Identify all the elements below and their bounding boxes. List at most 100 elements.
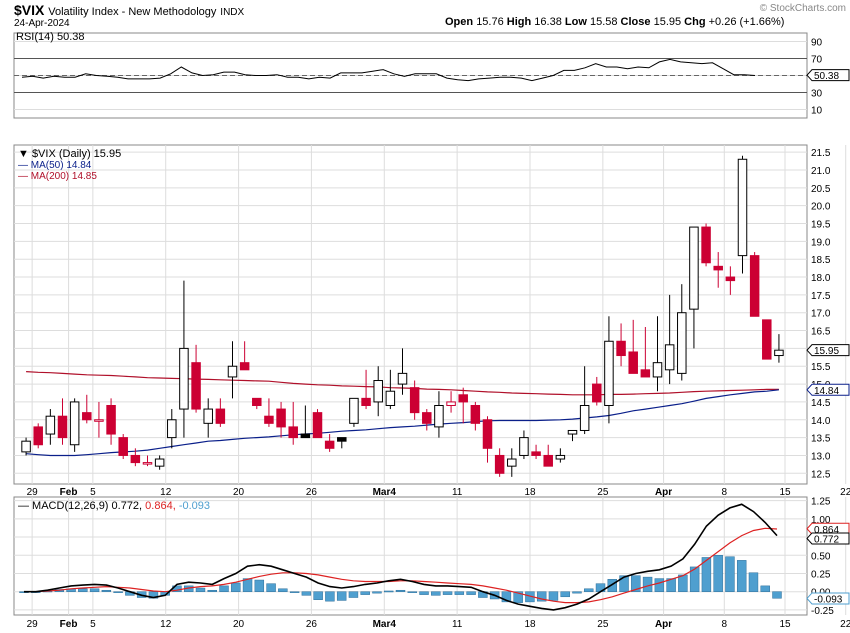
macd-histogram-bar (266, 583, 276, 592)
macd-value-tag-box (806, 532, 850, 545)
macd-x-tick-label: 18 (524, 619, 536, 630)
price-candle (179, 280, 189, 438)
price-candle (628, 319, 638, 374)
macd-histogram-bar (195, 587, 206, 592)
price-candle (312, 409, 323, 439)
rsi-value-tag-box (806, 69, 850, 82)
price-candle (640, 326, 651, 378)
macd-histogram-bar (666, 578, 676, 592)
price-candle (21, 437, 31, 456)
price-candle (227, 341, 238, 399)
candle-body (227, 365, 238, 378)
macd-value-tag: 0.772 (806, 532, 850, 545)
price-candle (130, 448, 141, 467)
candle-body (737, 158, 748, 257)
price-x-tick-label: 29 (27, 487, 39, 498)
candle-body (640, 369, 651, 378)
price-candle (713, 252, 723, 288)
candle-body (531, 451, 541, 456)
macd-histogram-bar (242, 578, 253, 592)
open-value: 15.76 (476, 16, 504, 28)
candle-body (749, 255, 760, 317)
price-candle (737, 155, 748, 274)
candle-body (422, 412, 432, 424)
rsi-value-tag-text: 50.38 (814, 71, 839, 82)
candle-body (434, 404, 444, 428)
candle-body (616, 340, 626, 357)
candle-body (689, 226, 699, 310)
macd-hist-tag: -0.093 (806, 592, 850, 605)
macd-histogram-bar (572, 591, 582, 594)
price-candle (494, 448, 505, 477)
high-value: 16.38 (534, 16, 562, 28)
macd-histogram-bar (536, 591, 547, 602)
candle-body (409, 387, 420, 414)
price-candle (288, 401, 298, 445)
macd-histogram-bar (360, 591, 370, 595)
candle-body (337, 437, 347, 442)
macd-histogram-bar (772, 591, 782, 599)
ma-value-tag: 14.84 (806, 383, 850, 397)
macd-x-tick-label: 11 (452, 619, 463, 630)
macd-histogram-bar (442, 591, 453, 595)
candle-body (628, 351, 638, 374)
price-candle (592, 376, 602, 406)
macd-histogram-bar (289, 591, 300, 593)
macd-histogram-bar (760, 585, 770, 592)
close-value: 15.95 (653, 16, 682, 28)
macd-histogram-bar (113, 591, 123, 593)
macd-y-tick-label: 1.00 (811, 515, 831, 526)
candle-body (397, 372, 408, 385)
candle-body (252, 397, 262, 406)
description-label: Volatility Index - New Methodology (48, 6, 217, 18)
price-candle (749, 252, 760, 317)
price-x-tick-label: 20 (233, 487, 245, 498)
price-candle (409, 380, 420, 420)
macd-histogram-bar (619, 575, 629, 592)
candle-body (713, 265, 723, 271)
price-legend-ma50: — MA(50) 14.84 (18, 160, 92, 171)
price-candle (397, 348, 408, 395)
macd-legend-name: — MACD(12,26,9) 0.772, (18, 500, 145, 512)
price-candle (677, 284, 687, 381)
candle-body (482, 419, 493, 449)
price-legend-symbol: ▼ $VIX (Daily) 15.95 (18, 148, 121, 160)
price-y-tick-label: 17.0 (811, 309, 831, 320)
macd-y-tick-label: 1.25 (811, 497, 831, 508)
candle-body (312, 412, 323, 439)
price-candle (82, 394, 92, 424)
price-candle (507, 448, 517, 477)
macd-histogram-bar (631, 575, 641, 592)
price-candle (519, 430, 529, 460)
candle-body (300, 433, 311, 439)
price-y-tick-label: 13.5 (811, 434, 831, 445)
price-candle (45, 409, 56, 445)
price-candle (531, 444, 541, 460)
macd-line (24, 503, 778, 611)
macd-histogram-bar (642, 576, 653, 592)
candle-body (33, 426, 43, 446)
price-value-tag-box (806, 344, 850, 357)
price-x-tick-label: Mar4 (373, 487, 397, 498)
price-candle (373, 366, 383, 417)
macd-histogram-bar (336, 591, 347, 601)
price-candle (774, 334, 784, 363)
macd-histogram-bar (584, 588, 594, 592)
macd-y-tick-label: 0.50 (811, 551, 831, 562)
macd-histogram-bar (219, 585, 229, 592)
candle-body (446, 401, 456, 406)
price-candle (154, 455, 165, 470)
candle-body (373, 380, 383, 403)
macd-histogram-bar (395, 589, 406, 592)
macd-x-tick-label: 15 (779, 619, 791, 630)
candle-body (203, 408, 213, 424)
price-candle (652, 316, 663, 392)
rsi-y-tick-label: 30 (811, 89, 823, 100)
close-label: Close (620, 16, 651, 28)
price-candle (167, 409, 177, 449)
price-candle (239, 341, 250, 371)
macd-histogram-bar (701, 557, 712, 592)
price-y-tick-label: 17.5 (811, 291, 831, 302)
price-candle (434, 391, 444, 438)
candle-body (677, 312, 687, 374)
